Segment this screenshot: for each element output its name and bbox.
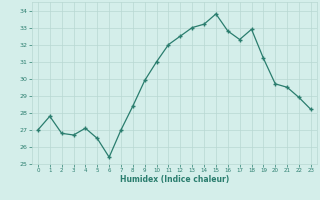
X-axis label: Humidex (Indice chaleur): Humidex (Indice chaleur) [120, 175, 229, 184]
